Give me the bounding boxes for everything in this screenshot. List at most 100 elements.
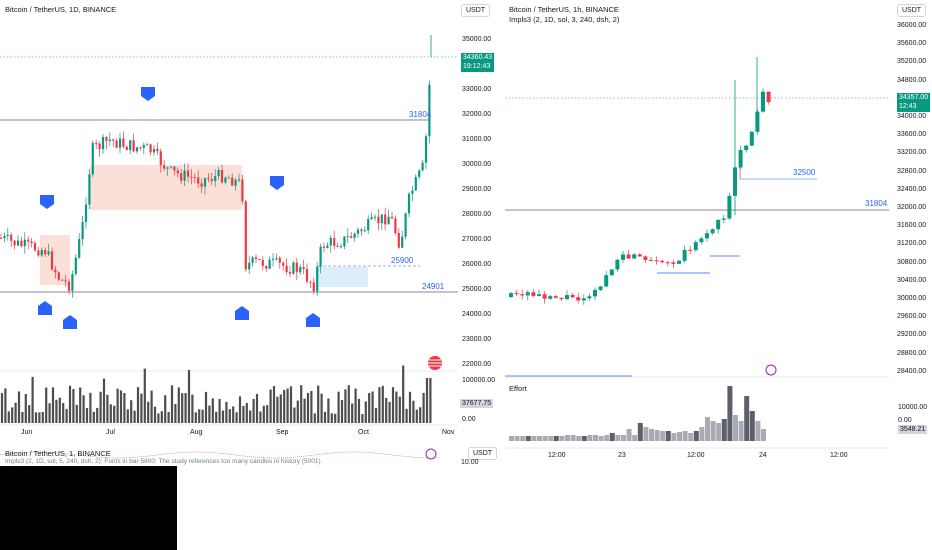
left-x-tick: Jun: [21, 429, 33, 436]
right-candle-body: [761, 91, 765, 112]
strip-currency-button[interactable]: USDT: [468, 447, 498, 460]
left-candle: [105, 136, 108, 150]
left-x-tick: Aug: [190, 429, 203, 436]
left-candle-body: [295, 262, 298, 273]
right-candle: [621, 250, 625, 264]
right-candle: [744, 145, 749, 153]
left-volume-bar: [340, 399, 344, 423]
right-candle-body: [693, 242, 698, 251]
left-candle-body: [258, 258, 261, 260]
left-volume-bar: [347, 385, 350, 423]
right-candle-body: [755, 111, 760, 132]
right-candle: [626, 249, 631, 259]
right-candle-body: [744, 145, 749, 151]
left-candle: [200, 178, 203, 194]
left-volume-bar: [249, 410, 252, 423]
left-volume-bar: [327, 398, 330, 423]
right-candle-body: [542, 294, 547, 299]
left-candle: [397, 228, 400, 249]
left-candle-body: [132, 140, 135, 152]
left-volume-bar: [429, 378, 432, 423]
left-volume-bar: [313, 413, 316, 423]
effort-bar: [609, 433, 615, 441]
right-candle: [615, 258, 620, 272]
left-candle-body: [105, 136, 108, 142]
effort-bar: [565, 435, 570, 441]
left-level-label-25900: 25900: [391, 256, 414, 265]
left-candle: [353, 232, 356, 242]
left-candle-body: [305, 269, 309, 282]
left-candle: [285, 258, 288, 276]
left-volume-bar: [89, 392, 92, 423]
effort-title: Effort: [509, 384, 527, 393]
effort-bar: [621, 435, 626, 441]
left-signal-marker: [235, 306, 249, 320]
left-volume-bar: [21, 411, 24, 423]
left-volume-bar: [344, 389, 347, 423]
left-candle-body: [329, 238, 332, 246]
left-candle: [6, 227, 9, 241]
left-currency-button[interactable]: USDT: [461, 4, 491, 17]
right-candle-body: [671, 262, 676, 264]
left-candle-body: [33, 242, 37, 251]
left-volume-bar: [259, 411, 262, 423]
left-volume-bar: [7, 411, 10, 423]
left-candle-body: [190, 176, 193, 178]
left-candle-body: [176, 170, 179, 174]
left-candle-body: [367, 219, 370, 231]
effort-bar: [671, 433, 677, 441]
effort-bar: [531, 436, 537, 441]
right-candle-body: [705, 233, 709, 239]
left-chart-pane[interactable]: Bitcoin / TetherUS, 1D, BINANCE USDT 318…: [0, 0, 498, 550]
left-candle: [373, 214, 377, 221]
right-candle-body: [525, 292, 530, 296]
left-candle: [173, 166, 176, 176]
left-signal-marker: [141, 87, 155, 101]
effort-bar: [581, 436, 587, 441]
left-volume-bar: [228, 409, 231, 423]
left-candle-body: [200, 183, 203, 187]
right-currency-button[interactable]: USDT: [897, 4, 927, 17]
left-volume-bar: [181, 393, 184, 423]
right-y-tick: 36000.00: [897, 22, 927, 29]
right-chart-pane[interactable]: Bitcoin / TetherUS, 1h, BINANCE Impls3 (…: [497, 0, 932, 550]
left-level-label-24901: 24901: [422, 282, 445, 291]
right-candle: [716, 219, 721, 234]
left-candle-body: [404, 213, 407, 237]
left-candle-body: [387, 216, 390, 225]
left-candle-body: [20, 240, 23, 247]
left-candle-body: [159, 151, 162, 166]
left-candle: [81, 215, 84, 247]
effort-bar: [548, 436, 554, 441]
effort-bar: [716, 423, 722, 441]
left-x-tick: Jul: [106, 429, 115, 436]
left-candle: [333, 230, 336, 250]
effort-value-tag: 3548.21: [898, 425, 928, 434]
left-candle-body: [16, 240, 20, 246]
left-volume-bar: [45, 387, 48, 423]
left-candle-body: [112, 139, 115, 141]
effort-bar: [721, 419, 727, 441]
left-candle-body: [401, 236, 404, 248]
left-candle: [407, 191, 411, 218]
left-candle-body: [47, 251, 50, 255]
left-candle: [237, 173, 241, 183]
left-candle-body: [57, 272, 60, 280]
left-candle: [350, 231, 353, 239]
left-candle: [227, 175, 230, 179]
left-candle-body: [118, 138, 122, 148]
right-candle: [705, 229, 709, 242]
left-volume-bar: [425, 378, 429, 423]
left-volume-bar: [85, 407, 89, 423]
strip-title: Bitcoin / TetherUS, 1, BINANCE: [5, 449, 111, 458]
left-candle: [98, 141, 101, 157]
left-volume-bar: [330, 413, 333, 423]
left-candle-body: [322, 246, 326, 248]
left-candle: [268, 256, 271, 269]
left-candle: [411, 186, 414, 202]
left-candle: [37, 246, 40, 258]
right-candle: [565, 290, 569, 301]
right-candle: [587, 293, 592, 301]
right-x-tick: 12:00: [830, 452, 848, 459]
left-candle: [27, 236, 30, 249]
